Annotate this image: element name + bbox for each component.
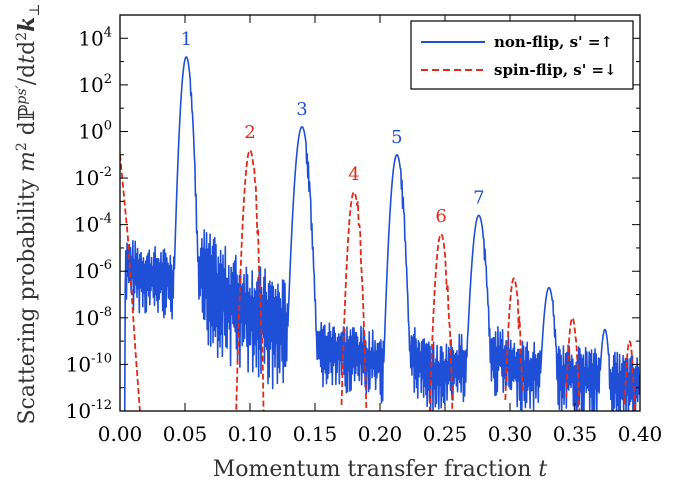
y-tick-label: 104 xyxy=(78,25,112,50)
y-tick-label: 10-6 xyxy=(74,258,112,283)
peak-label-3: 3 xyxy=(296,99,307,120)
y-tick-label: 10-12 xyxy=(66,398,112,423)
x-tick-label: 0.35 xyxy=(553,422,598,446)
y-tick-power: -10 xyxy=(91,351,112,366)
x-tick-label: 0.40 xyxy=(618,422,663,446)
peak-label-1: 1 xyxy=(181,29,192,50)
legend: non-flip, s' =↑ spin-flip, s' =↓ xyxy=(410,20,634,90)
y-tick-base: 10 xyxy=(74,259,99,283)
series-spinflip-line xyxy=(120,149,636,411)
y-tick-base: 10 xyxy=(66,352,91,376)
y-tick-label: 100 xyxy=(78,118,112,143)
x-axis-label: Momentum transfer fraction t xyxy=(213,457,548,482)
y-tick-power: 4 xyxy=(104,25,112,40)
x-tick-label: 0.25 xyxy=(423,422,468,446)
x-tick-label: 0.05 xyxy=(163,422,208,446)
x-axis-ticks: 0.00 0.05 0.10 0.15 0.20 0.25 0.30 0.35 0.40 xyxy=(98,15,663,446)
legend-box xyxy=(410,20,634,90)
y-axis-label: Scattering probability m2 dℙps′/dtd2k⊥ xyxy=(14,3,43,424)
y-tick-base: 10 xyxy=(78,26,103,50)
legend-label-spinflip: spin-flip, s' =↓ xyxy=(494,61,617,79)
y-tick-base: 10 xyxy=(74,166,99,190)
peak-label-6: 6 xyxy=(435,206,446,227)
y-tick-label: 10-4 xyxy=(74,212,112,237)
legend-label-nonflip: non-flip, s' =↑ xyxy=(494,33,613,51)
y-tick-power: 0 xyxy=(104,118,112,133)
peak-labels: 1 3 5 7 2 4 6 xyxy=(181,29,485,227)
y-tick-power: -6 xyxy=(99,258,112,273)
x-tick-label: 0.10 xyxy=(228,422,273,446)
y-tick-power: 2 xyxy=(104,72,112,87)
peak-label-7: 7 xyxy=(473,187,484,208)
x-tick-label: 0.15 xyxy=(293,422,338,446)
peak-label-2: 2 xyxy=(244,122,255,143)
x-tick-label: 0.30 xyxy=(488,422,533,446)
y-tick-base: 10 xyxy=(78,73,103,97)
y-tick-label: 10-8 xyxy=(74,305,112,330)
y-tick-base: 10 xyxy=(74,213,99,237)
y-tick-power: -12 xyxy=(91,398,112,413)
series-nonflip-line xyxy=(123,56,640,411)
y-tick-power: -2 xyxy=(99,165,112,180)
y-tick-power: -8 xyxy=(99,305,112,320)
peak-label-4: 4 xyxy=(348,164,359,185)
y-tick-base: 10 xyxy=(78,119,103,143)
y-tick-label: 102 xyxy=(78,72,112,97)
y-tick-base: 10 xyxy=(66,399,91,423)
y-tick-label: 10-2 xyxy=(74,165,112,190)
x-tick-label: 0.00 xyxy=(98,422,143,446)
series-layer xyxy=(120,56,640,411)
peak-label-5: 5 xyxy=(391,127,402,148)
x-tick-label: 0.20 xyxy=(358,422,403,446)
y-tick-base: 10 xyxy=(74,306,99,330)
y-tick-label: 10-10 xyxy=(66,351,112,376)
y-tick-power: -4 xyxy=(99,212,112,227)
